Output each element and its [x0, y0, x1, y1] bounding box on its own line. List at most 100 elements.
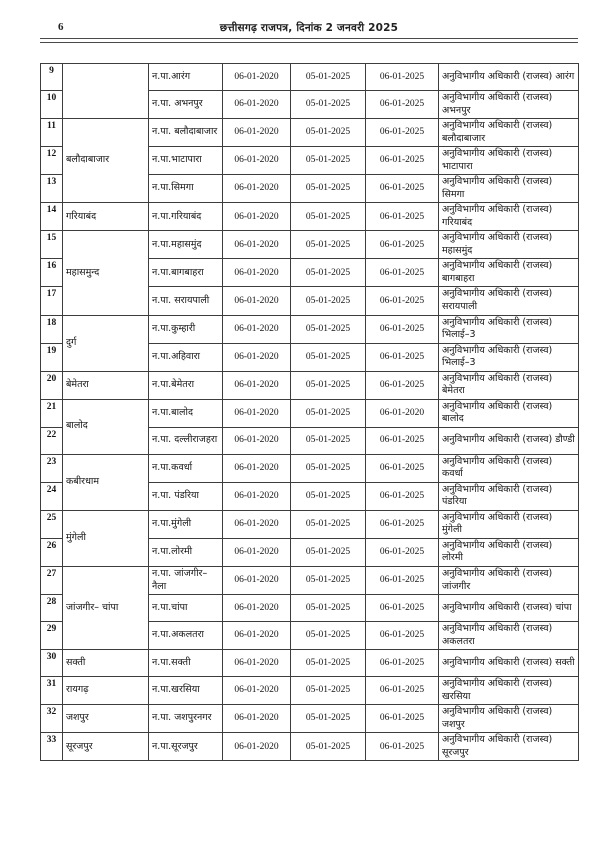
- district-cell: [62, 62, 149, 120]
- table-row: 15 महासमुन्द न.पा.महासमुंद 06-01-2020 05-01-…: [40, 230, 579, 316]
- date-effective-cell: 06-01-2025: [365, 314, 439, 344]
- row-number-cell: 24: [40, 481, 63, 511]
- row-number-cell: 25: [40, 509, 63, 539]
- date-to-cell: 05-01-2025: [290, 230, 366, 260]
- municipality-cell: न.पा. बलौदाबाजार: [148, 118, 223, 148]
- table-row: 11 बलौदाबाजार न.पा. बलौदाबाजार 06-01-2020 05…: [40, 118, 579, 204]
- date-from-cell: 06-01-2020: [222, 509, 291, 539]
- date-to-cell: 05-01-2025: [290, 89, 366, 120]
- officer-cell: अनुविभागीय अधिकारी (राजस्व) भिलाई–3: [438, 314, 579, 344]
- district-cell: बलौदाबाजार: [62, 118, 149, 204]
- date-from-cell: 06-01-2020: [222, 370, 291, 400]
- date-to-cell: 05-01-2025: [290, 286, 366, 316]
- table-row: 32 जशपुर न.पा. जशपुरनगर 06-01-2020 05-01-202…: [40, 704, 579, 734]
- municipality-cell: न.पा.चांपा: [148, 594, 223, 623]
- row-number-cell: 29: [40, 621, 63, 651]
- date-effective-cell: 06-01-2025: [365, 649, 439, 678]
- district-cell: जांजगीर– चांपा: [62, 565, 149, 651]
- table-row: 30 सक्ती न.पा.सक्ती 06-01-2020 05-01-2025 06-…: [40, 649, 579, 678]
- date-to-cell: 05-01-2025: [290, 398, 366, 428]
- municipality-cell: न.पा. पंडरिया: [148, 481, 223, 511]
- municipality-cell: न.पा.लोरमी: [148, 537, 223, 568]
- officer-cell: अनुविभागीय अधिकारी (राजस्व) मुंगेली: [438, 509, 579, 539]
- date-from-cell: 06-01-2020: [222, 649, 291, 678]
- municipality-cell: न.पा.भाटापारा: [148, 146, 223, 176]
- row-number-cell: 27: [40, 565, 63, 596]
- table-row: 17 न.पा. सरायपाली 06-01-2020 05-01-2025 06-0…: [40, 286, 579, 316]
- officer-cell: अनुविभागीय अधिकारी (राजस्व) गरियाबंद: [438, 202, 579, 232]
- date-from-cell: 06-01-2020: [222, 89, 291, 120]
- date-effective-cell: 06-01-2020: [365, 398, 439, 428]
- date-effective-cell: 06-01-2025: [365, 537, 439, 568]
- row-number-cell: 26: [40, 537, 63, 568]
- date-from-cell: 06-01-2020: [222, 537, 291, 568]
- officer-cell: अनुविभागीय अधिकारी (राजस्व) बलौदाबाजार: [438, 118, 579, 148]
- officer-cell: अनुविभागीय अधिकारी (राजस्व) सिमगा: [438, 174, 579, 204]
- date-to-cell: 05-01-2025: [290, 453, 366, 483]
- officer-cell: अनुविभागीय अधिकारी (राजस्व) अकलतरा: [438, 621, 579, 651]
- table-row: 26 न.पा.लोरमी 06-01-2020 05-01-2025 06-01-20…: [40, 537, 579, 568]
- table-row: 14 गरियाबंद न.पा.गरियाबंद 06-01-2020 05-01-2…: [40, 202, 579, 232]
- district-cell: जशपुर: [62, 704, 149, 734]
- officer-cell: अनुविभागीय अधिकारी (राजस्व) अभनपुर: [438, 89, 579, 120]
- gazette-table: 9 न.पा.आरंग 06-01-2020 05-01-2025 06-01-2025…: [40, 62, 579, 762]
- municipality-cell: न.पा.सक्ती: [148, 649, 223, 678]
- date-from-cell: 06-01-2020: [222, 453, 291, 483]
- date-effective-cell: 06-01-2025: [365, 230, 439, 260]
- date-from-cell: 06-01-2020: [222, 342, 291, 372]
- officer-cell: अनुविभागीय अधिकारी (राजस्व) बागबाहरा: [438, 258, 579, 288]
- municipality-cell: न.पा.अहिवारा: [148, 342, 223, 372]
- row-number-cell: 15: [40, 230, 63, 260]
- table-row: 21 बालोद न.पा.बालोद 06-01-2020 05-01-2025 06-…: [40, 398, 579, 455]
- officer-cell: अनुविभागीय अधिकारी (राजस्व) खरसिया: [438, 676, 579, 706]
- date-from-cell: 06-01-2020: [222, 398, 291, 428]
- district-cell: बालोद: [62, 398, 149, 455]
- table-row: 24 न.पा. पंडरिया 06-01-2020 05-01-2025 06-01…: [40, 481, 579, 511]
- date-from-cell: 06-01-2020: [222, 286, 291, 316]
- date-effective-cell: 06-01-2025: [365, 89, 439, 120]
- date-from-cell: 06-01-2020: [222, 565, 291, 596]
- officer-cell: अनुविभागीय अधिकारी (राजस्व) महासमुंद: [438, 230, 579, 260]
- officer-cell: अनुविभागीय अधिकारी (राजस्व) कवर्धा: [438, 453, 579, 483]
- date-from-cell: 06-01-2020: [222, 174, 291, 204]
- date-effective-cell: 06-01-2025: [365, 565, 439, 596]
- date-to-cell: 05-01-2025: [290, 537, 366, 568]
- officer-cell: अनुविभागीय अधिकारी (राजस्व) भाटापारा: [438, 146, 579, 176]
- municipality-cell: न.पा.बागबाहरा: [148, 258, 223, 288]
- date-from-cell: 06-01-2020: [222, 258, 291, 288]
- date-to-cell: 05-01-2025: [290, 649, 366, 678]
- date-from-cell: 06-01-2020: [222, 426, 291, 455]
- table-row: 9 न.पा.आरंग 06-01-2020 05-01-2025 06-01-2025…: [40, 62, 579, 120]
- district-cell: दुर्ग: [62, 314, 149, 372]
- municipality-cell: न.पा.सिमगा: [148, 174, 223, 204]
- gazette-table-body: 9 न.पा.आरंग 06-01-2020 05-01-2025 06-01-2025…: [40, 62, 579, 762]
- date-effective-cell: 06-01-2025: [365, 63, 439, 91]
- district-cell: गरियाबंद: [62, 202, 149, 232]
- table-row: 33 सूरजपुर न.पा.सूरजपुर 06-01-2020 05-01-202…: [40, 732, 579, 762]
- municipality-cell: न.पा. जशपुरनगर: [148, 704, 223, 734]
- date-effective-cell: 06-01-2025: [365, 509, 439, 539]
- date-from-cell: 06-01-2020: [222, 732, 291, 762]
- date-effective-cell: 06-01-2025: [365, 174, 439, 204]
- municipality-cell: न.पा.खरसिया: [148, 676, 223, 706]
- date-effective-cell: 06-01-2025: [365, 370, 439, 400]
- date-from-cell: 06-01-2020: [222, 704, 291, 734]
- municipality-cell: न.पा.सूरजपुर: [148, 732, 223, 762]
- municipality-cell: न.पा. दल्लीराजहरा: [148, 426, 223, 455]
- municipality-cell: न.पा.मुंगेली: [148, 509, 223, 539]
- date-from-cell: 06-01-2020: [222, 63, 291, 91]
- municipality-cell: न.पा.बेमेतरा: [148, 370, 223, 400]
- date-effective-cell: 06-01-2025: [365, 342, 439, 372]
- header-double-rule: [40, 38, 578, 43]
- municipality-cell: न.पा. अभनपुर: [148, 89, 223, 120]
- row-number-cell: 17: [40, 286, 63, 316]
- table-row: 20 बेमेतरा न.पा.बेमेतरा 06-01-2020 05-01-202…: [40, 370, 579, 400]
- row-number-cell: 9: [40, 63, 63, 91]
- officer-cell: अनुविभागीय अधिकारी (राजस्व) चांपा: [438, 594, 579, 623]
- table-row: 28 न.पा.चांपा 06-01-2020 05-01-2025 06-01-20…: [40, 594, 579, 623]
- row-number-cell: 20: [40, 370, 63, 400]
- row-number-cell: 10: [40, 89, 63, 120]
- table-row: 29 न.पा.अकलतरा 06-01-2020 05-01-2025 06-01-2…: [40, 621, 579, 651]
- date-effective-cell: 06-01-2025: [365, 118, 439, 148]
